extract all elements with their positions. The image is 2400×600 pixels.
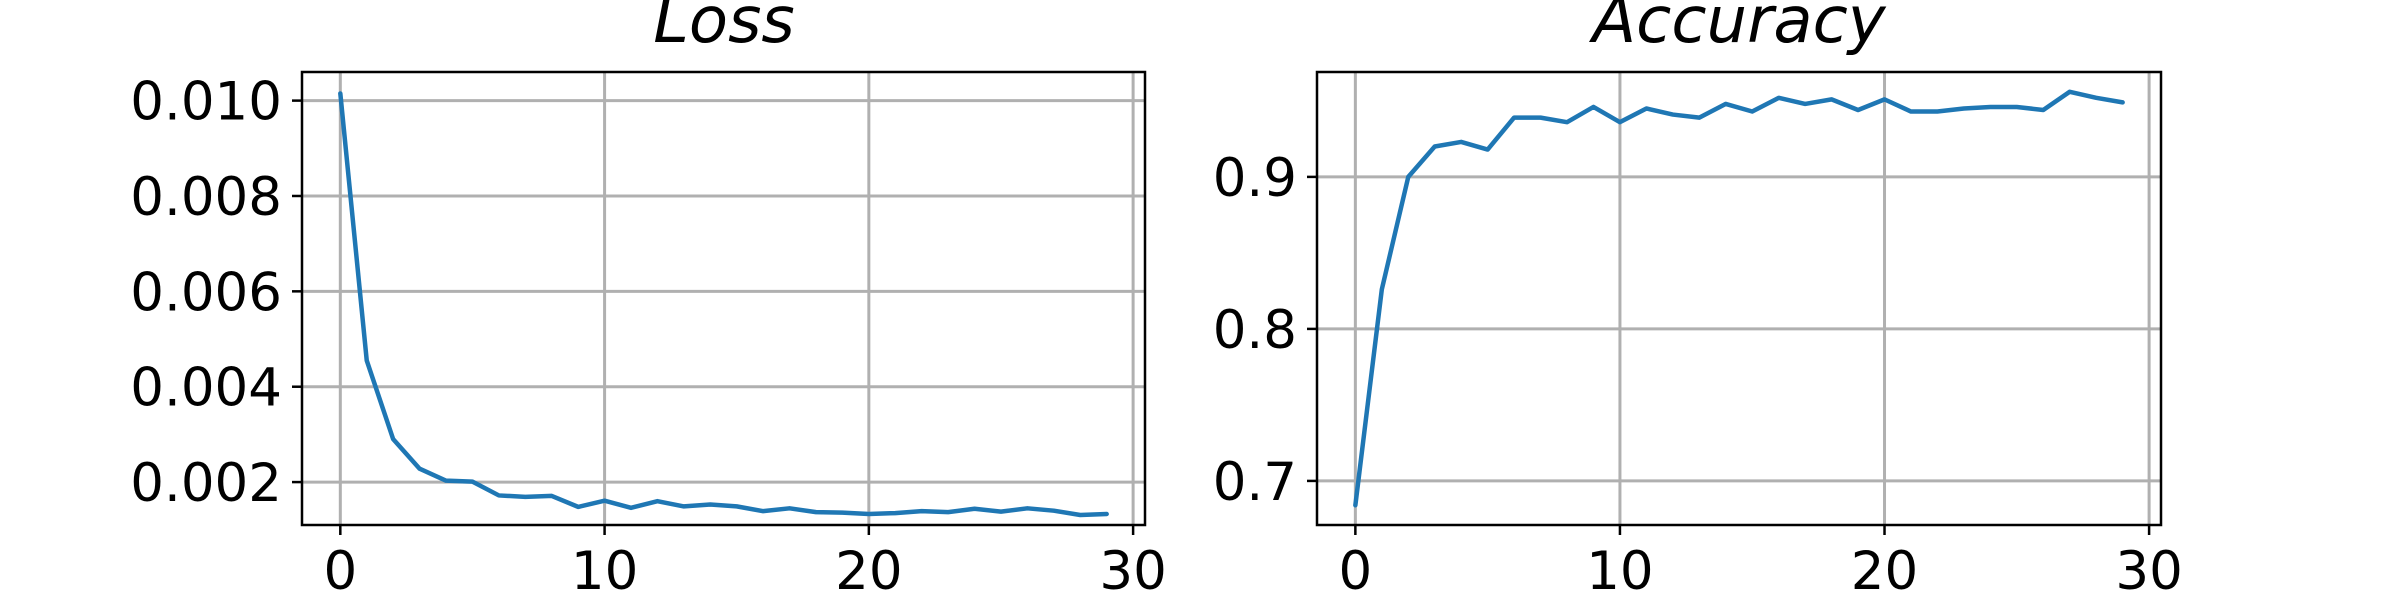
loss-chart: Loss 0 10 20 30 0.002 0.004 0.006 0.008 0.010 [130, 0, 1167, 600]
loss-y-tick-label: 0.004 [130, 358, 282, 419]
accuracy-grid [1317, 72, 2161, 525]
loss-grid [302, 72, 1145, 525]
loss-x-tick-label: 30 [1099, 541, 1166, 600]
accuracy-chart-title: Accuracy [1588, 0, 1886, 58]
accuracy-chart: Accuracy 0 10 20 30 0.7 0.8 0.9 [1213, 0, 2183, 600]
loss-y-tick-label: 0.002 [130, 453, 282, 514]
loss-chart-title: Loss [653, 0, 795, 58]
accuracy-x-tick-label: 10 [1586, 541, 1653, 600]
loss-x-tick-label: 10 [571, 541, 638, 600]
accuracy-x-tick-label: 0 [1338, 541, 1372, 600]
loss-x-tick-label: 0 [323, 541, 357, 600]
accuracy-y-tick-label: 0.7 [1213, 452, 1297, 513]
accuracy-y-tick-label: 0.9 [1213, 148, 1297, 209]
accuracy-y-tick-label: 0.8 [1213, 300, 1297, 361]
accuracy-x-tick-label: 20 [1851, 541, 1918, 600]
loss-y-tick-label: 0.008 [130, 167, 282, 228]
loss-series-line [338, 91, 1109, 518]
loss-x-tick-label: 20 [835, 541, 902, 600]
accuracy-series-line [1353, 89, 2125, 508]
loss-y-tick-label: 0.010 [130, 72, 282, 133]
loss-plot-frame [300, 70, 1147, 527]
loss-y-tick-label: 0.006 [130, 262, 282, 323]
accuracy-x-tick-label: 30 [2115, 541, 2182, 600]
accuracy-plot-frame [1315, 70, 2163, 527]
